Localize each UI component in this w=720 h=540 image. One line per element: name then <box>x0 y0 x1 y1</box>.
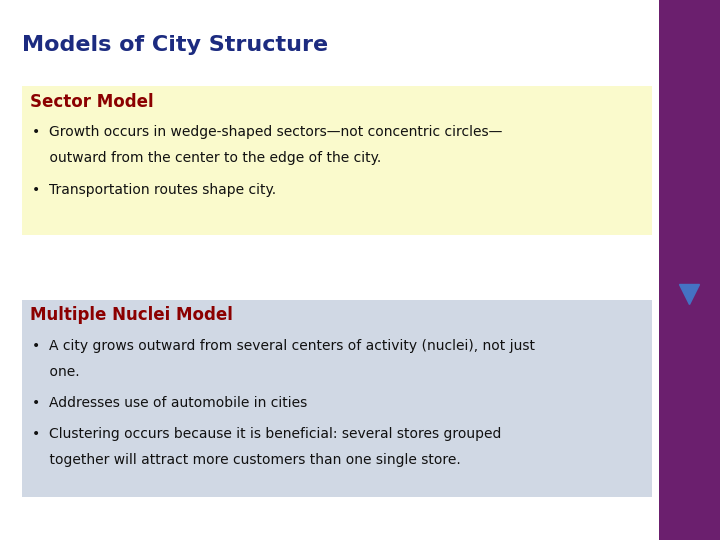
Text: •  Addresses use of automobile in cities: • Addresses use of automobile in cities <box>32 396 307 410</box>
Text: one.: one. <box>32 364 80 379</box>
Bar <box>659 0 720 540</box>
Text: •  Transportation routes shape city.: • Transportation routes shape city. <box>32 183 276 197</box>
Text: Sector Model: Sector Model <box>30 93 154 111</box>
Bar <box>22 300 652 497</box>
Text: Models of City Structure: Models of City Structure <box>22 35 328 55</box>
Text: Multiple Nuclei Model: Multiple Nuclei Model <box>30 306 233 324</box>
Text: •  A city grows outward from several centers of activity (nuclei), not just: • A city grows outward from several cent… <box>32 339 536 353</box>
Text: •  Clustering occurs because it is beneficial: several stores grouped: • Clustering occurs because it is benefi… <box>32 427 502 441</box>
Text: •  Growth occurs in wedge-shaped sectors—not concentric circles—: • Growth occurs in wedge-shaped sectors—… <box>32 125 503 139</box>
Text: outward from the center to the edge of the city.: outward from the center to the edge of t… <box>32 151 382 165</box>
Text: together will attract more customers than one single store.: together will attract more customers tha… <box>32 453 461 467</box>
Bar <box>22 86 652 235</box>
